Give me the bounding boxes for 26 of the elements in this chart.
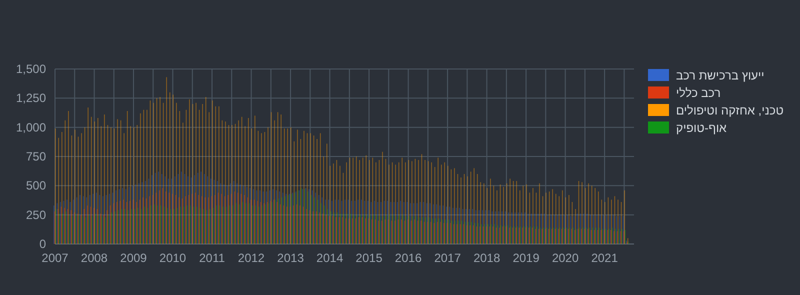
y-tick-label: 1,000: [16, 120, 46, 134]
x-tick-label: 2021: [591, 251, 618, 265]
x-tick-label: 2014: [316, 251, 344, 265]
y-tick-label: 0: [39, 237, 46, 251]
x-tick-label: 2007: [42, 251, 69, 265]
x-tick-label: 2015: [356, 251, 383, 265]
y-tick-label: 250: [26, 208, 46, 222]
y-tick-label: 1,250: [16, 91, 46, 106]
x-tick-label: 2009: [120, 251, 148, 265]
x-tick-label: 2008: [80, 251, 108, 265]
y-tick-label: 500: [26, 178, 46, 193]
x-tick-label: 2017: [434, 251, 462, 265]
x-tick-label: 2018: [473, 251, 500, 265]
legend-label: טכני, אחזקה וטיפולים: [676, 104, 784, 118]
x-tick-label: 2011: [199, 251, 226, 265]
legend-label: ייעוץ ברכישת רכב: [676, 68, 764, 82]
x-tick-label: 2020: [552, 251, 579, 265]
y-tick-label: 1,500: [16, 62, 46, 76]
legend-label: אוף-טופיק: [676, 121, 728, 135]
x-tick-label: 2016: [394, 251, 422, 265]
x-tick-label: 2013: [277, 251, 304, 265]
x-tick-label: 2010: [159, 251, 186, 265]
legend-label: רכב כללי: [676, 86, 721, 100]
y-tick-label: 750: [26, 150, 46, 164]
x-tick-label: 2019: [512, 251, 540, 265]
x-tick-label: 2012: [238, 251, 265, 265]
